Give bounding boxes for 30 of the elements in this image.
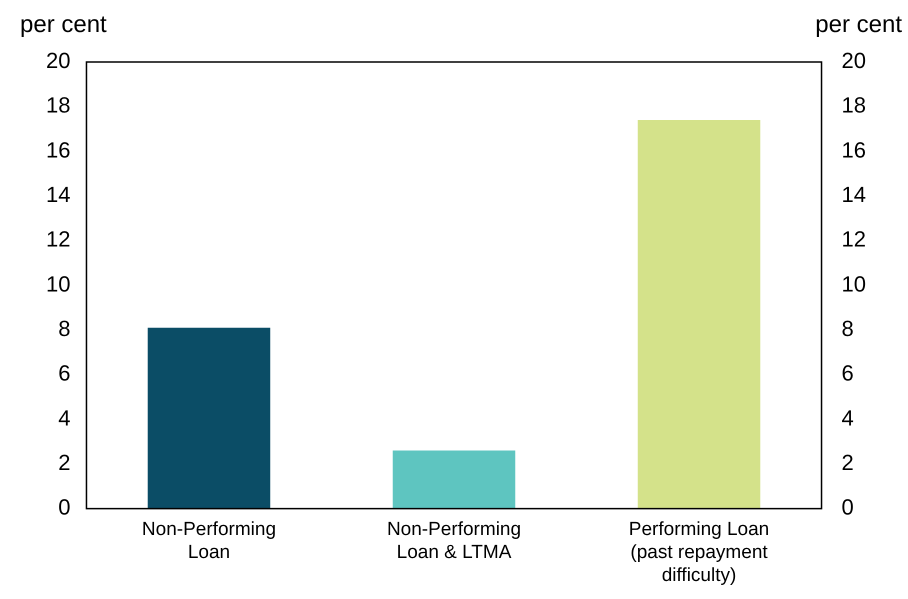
y2-tick-label: 18: [842, 92, 866, 118]
y2-tick-label: 0: [842, 494, 854, 520]
y2-tick-label: 20: [842, 48, 866, 74]
y-axis-title: per cent: [20, 11, 108, 38]
y-tick-label: 12: [46, 226, 70, 252]
x-tick-label: Non-Performing Loan & LTMA: [386, 519, 522, 564]
y-tick-label: 20: [46, 48, 70, 74]
y-tick-label: 8: [58, 316, 70, 342]
y-tick-label: 2: [58, 450, 70, 476]
y2-tick-label: 10: [842, 271, 866, 296]
y2-tick-label: 6: [842, 360, 854, 386]
x-tick-label: Performing Loan (past repayment difficulty): [628, 519, 770, 586]
y-tick-label: 18: [46, 92, 70, 118]
y2-tick-label: 4: [842, 405, 854, 430]
y2-tick-label: 12: [842, 226, 866, 252]
y2-axis-title: per cent: [815, 11, 902, 38]
y-tick-label: 4: [58, 405, 70, 430]
y2-tick-label: 8: [842, 316, 854, 342]
y-tick-label: 10: [46, 271, 70, 296]
y2-tick-label: 14: [842, 182, 866, 208]
y2-tick-label: 2: [842, 450, 854, 476]
y2-tick-label: 16: [842, 137, 866, 162]
y-tick-label: 14: [46, 182, 70, 208]
y-tick-label: 6: [58, 360, 70, 386]
y-tick-label: 16: [46, 137, 70, 162]
x-tick-label: Non-Performing Loan: [142, 519, 276, 564]
y-tick-label: 0: [58, 494, 70, 520]
bar: [392, 450, 516, 509]
bar: [148, 328, 270, 509]
bar: [638, 120, 760, 509]
